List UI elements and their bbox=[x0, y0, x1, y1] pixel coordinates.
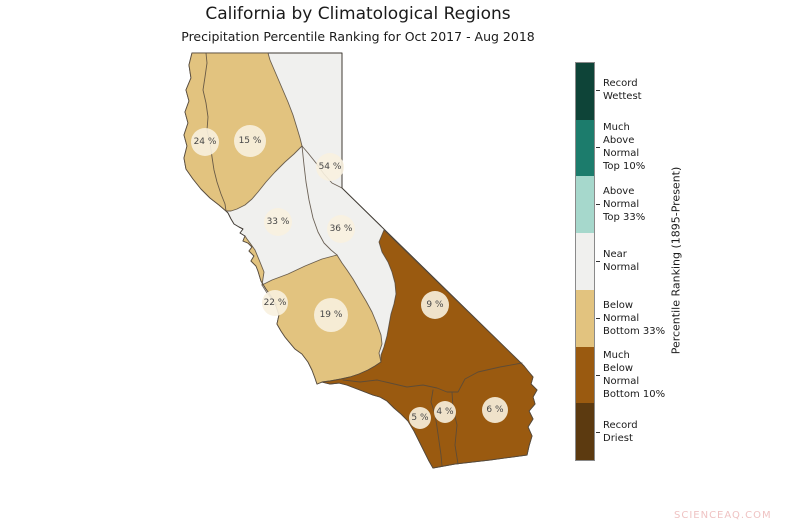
region-badge-northeast-interior: 54 % bbox=[316, 153, 344, 181]
region-badge-southeast-desert: 6 % bbox=[482, 397, 508, 423]
legend-tick-4 bbox=[596, 261, 600, 262]
division-boundary-lines bbox=[202, 52, 523, 467]
page-subtitle: Precipitation Percentile Ranking for Oct… bbox=[181, 29, 535, 44]
legend-tick-1 bbox=[596, 90, 600, 91]
region-badge-central-sierra: 33 % bbox=[264, 208, 292, 236]
region-badge-mojave-desert: 9 % bbox=[421, 291, 449, 319]
legend-swatch-near-normal bbox=[576, 233, 594, 290]
legend-label-near-normal: Near Normal bbox=[603, 249, 640, 273]
legend-tick-5 bbox=[596, 318, 600, 319]
legend-label-above-normal: Above Normal Top 33% bbox=[603, 186, 646, 223]
legend-label-record-driest: Record Driest bbox=[603, 420, 638, 444]
legend-swatch-below-normal bbox=[576, 289, 594, 347]
legend-swatch-record-wettest bbox=[576, 63, 594, 120]
legend-label-much-below-normal: Much Below Normal Bottom 10% bbox=[603, 350, 666, 400]
region-badge-north-coast: 24 % bbox=[191, 128, 219, 156]
boundary-south-coast-split-east bbox=[451, 391, 459, 465]
boundary-sierra-east bbox=[301, 145, 338, 256]
legend-tick-2 bbox=[596, 147, 600, 148]
legend-tick-7 bbox=[596, 432, 600, 433]
boundary-south-coast-split-west bbox=[430, 389, 443, 467]
legend-swatch-record-driest bbox=[576, 403, 594, 461]
legend-tick-3 bbox=[596, 204, 600, 205]
region-badge-san-joaquin: 19 % bbox=[314, 298, 348, 332]
watermark-text: SCIENCEAQ.COM bbox=[674, 510, 772, 521]
legend-colorbar bbox=[575, 62, 595, 461]
region-badge-south-coast: 5 % bbox=[409, 407, 431, 429]
legend-label-much-above-normal: Much Above Normal Top 10% bbox=[603, 122, 646, 172]
legend-swatch-much-above-normal bbox=[576, 119, 594, 177]
legend-label-record-wettest: Record Wettest bbox=[603, 78, 642, 102]
legend-axis-title: Percentile Ranking (1895-Present) bbox=[669, 166, 683, 355]
region-badge-south-interior: 4 % bbox=[434, 401, 456, 423]
legend-tick-6 bbox=[596, 375, 600, 376]
boundary-south-coast-desert bbox=[342, 362, 523, 393]
page-title: California by Climatological Regions bbox=[205, 4, 511, 24]
region-badge-sacramento: 15 % bbox=[234, 125, 266, 157]
legend-swatch-above-normal bbox=[576, 176, 594, 234]
region-badge-central-coast: 22 % bbox=[262, 290, 288, 316]
region-badge-east-sierra: 36 % bbox=[327, 215, 355, 243]
legend-swatch-much-below-normal bbox=[576, 346, 594, 404]
legend-label-below-normal: Below Normal Bottom 33% bbox=[603, 300, 666, 337]
